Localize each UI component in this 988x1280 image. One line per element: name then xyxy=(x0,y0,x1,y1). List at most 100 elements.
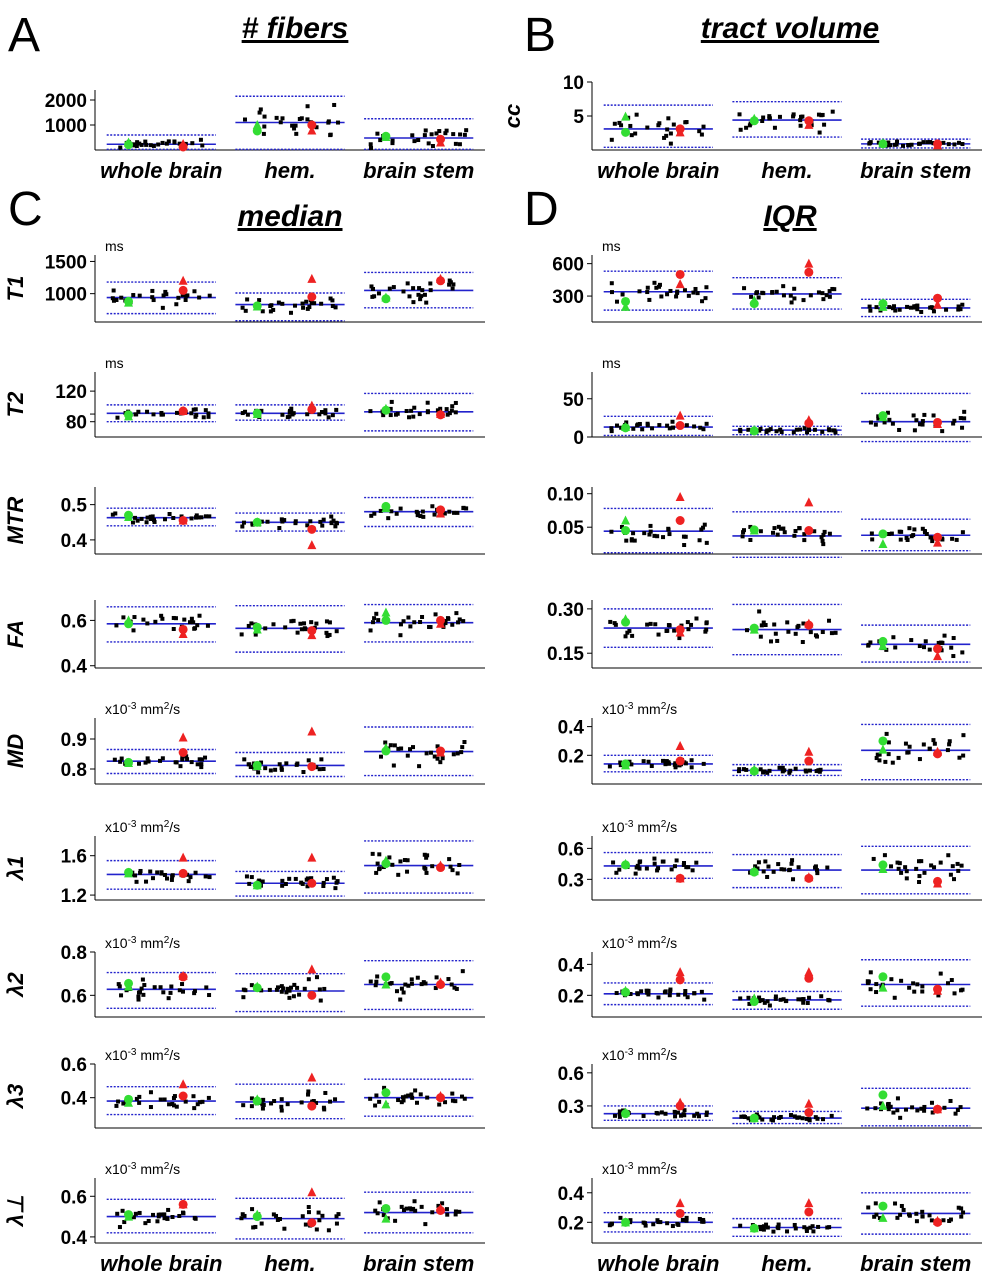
subject-point xyxy=(145,409,150,414)
subject-point xyxy=(151,1212,156,1217)
subject-point xyxy=(772,526,777,531)
subject-point xyxy=(674,294,679,299)
subject-point xyxy=(952,877,957,882)
subject-point xyxy=(925,140,930,145)
subject-point xyxy=(239,632,244,637)
subject-point xyxy=(778,526,783,531)
subject-point xyxy=(289,985,294,990)
subject-point xyxy=(683,534,688,539)
subject-point xyxy=(206,414,211,419)
subject-point xyxy=(657,423,662,428)
category-label: whole brain xyxy=(597,1251,719,1276)
red-triangle-marker xyxy=(933,1215,943,1225)
green-triangle-marker xyxy=(252,517,262,527)
subject-point xyxy=(419,294,424,299)
red-triangle-marker xyxy=(178,970,188,980)
subject-point xyxy=(781,526,786,531)
subject-point xyxy=(761,1227,766,1232)
subject-point xyxy=(161,990,166,995)
subject-point xyxy=(118,145,123,150)
subject-point xyxy=(952,991,957,996)
subject-point xyxy=(438,406,443,411)
subject-point xyxy=(319,757,324,762)
subject-point xyxy=(260,879,265,884)
green-triangle-marker xyxy=(621,515,631,525)
subject-point xyxy=(411,286,416,291)
subject-point xyxy=(866,1205,871,1210)
subject-point xyxy=(907,1212,912,1217)
subject-point xyxy=(249,1096,254,1101)
subject-point xyxy=(396,1098,401,1103)
subject-point xyxy=(302,626,307,631)
subject-point xyxy=(422,292,427,297)
subject-point xyxy=(376,291,381,296)
subject-point xyxy=(392,743,397,748)
green-circle-marker xyxy=(621,127,631,137)
subject-point xyxy=(795,1115,800,1120)
red-triangle-marker xyxy=(804,746,814,756)
red-circle-marker xyxy=(675,516,685,525)
subject-point xyxy=(121,1101,126,1106)
subject-point xyxy=(891,306,896,311)
y-axis-label: MTR xyxy=(3,497,28,545)
subject-point xyxy=(390,141,395,146)
green-triangle-marker xyxy=(381,743,391,752)
subject-point xyxy=(672,864,677,869)
red-triangle-marker xyxy=(178,629,188,638)
subject-point xyxy=(618,760,623,765)
subject-point xyxy=(318,519,323,524)
green-triangle-marker xyxy=(252,880,262,890)
subject-point xyxy=(641,759,646,764)
subject-point xyxy=(158,1097,163,1102)
subject-point xyxy=(920,1209,925,1214)
subject-point xyxy=(821,1117,826,1122)
subject-point xyxy=(287,995,292,1000)
subject-point xyxy=(314,125,319,130)
red-circle-marker xyxy=(307,1218,317,1228)
panel-letter-d: D xyxy=(524,183,559,236)
subject-point xyxy=(183,297,188,302)
subject-point xyxy=(773,631,778,636)
subject-point xyxy=(152,518,157,523)
subject-point xyxy=(675,1221,680,1226)
subject-point xyxy=(819,994,824,999)
subject-point xyxy=(389,509,394,514)
subject-point xyxy=(642,531,647,536)
subject-point xyxy=(450,286,455,291)
subject-point xyxy=(898,537,903,542)
subject-point xyxy=(960,142,965,147)
subject-point xyxy=(160,756,165,761)
red-circle-marker xyxy=(307,762,317,772)
subject-point xyxy=(292,982,297,987)
subject-point xyxy=(206,1095,211,1100)
green-triangle-marker xyxy=(621,985,631,995)
subject-point xyxy=(114,1103,119,1108)
subplot-T2-3: 80 120 T2 ms xyxy=(3,355,485,438)
subject-point xyxy=(738,429,743,434)
subject-point xyxy=(444,128,449,133)
subject-point xyxy=(415,511,420,516)
green-circle-marker xyxy=(878,736,888,746)
subject-point xyxy=(447,857,452,862)
red-triangle-marker xyxy=(178,732,188,742)
subject-point xyxy=(793,1226,798,1231)
subject-point xyxy=(932,741,937,746)
red-triangle-marker xyxy=(436,1091,446,1100)
subject-point xyxy=(646,759,651,764)
subject-point xyxy=(892,995,897,1000)
subject-point xyxy=(186,879,191,884)
unit-label: x10-3 mm2/s xyxy=(105,701,180,718)
subject-point xyxy=(675,289,680,294)
subject-point xyxy=(951,421,956,426)
green-triangle-marker xyxy=(381,607,391,617)
subject-point xyxy=(287,408,292,413)
subject-point xyxy=(746,427,751,432)
subject-point xyxy=(810,1224,815,1229)
subject-point xyxy=(741,767,746,772)
subject-point xyxy=(261,131,266,136)
subject-point xyxy=(411,1206,416,1211)
subplot-λ⊥-10: 0.4 0.6 λ⊥ x10-3 mm2/s whole brain hem. brain … xyxy=(3,1161,485,1276)
subject-point xyxy=(148,869,153,874)
subject-point xyxy=(460,1094,465,1099)
subject-point xyxy=(167,1102,172,1107)
